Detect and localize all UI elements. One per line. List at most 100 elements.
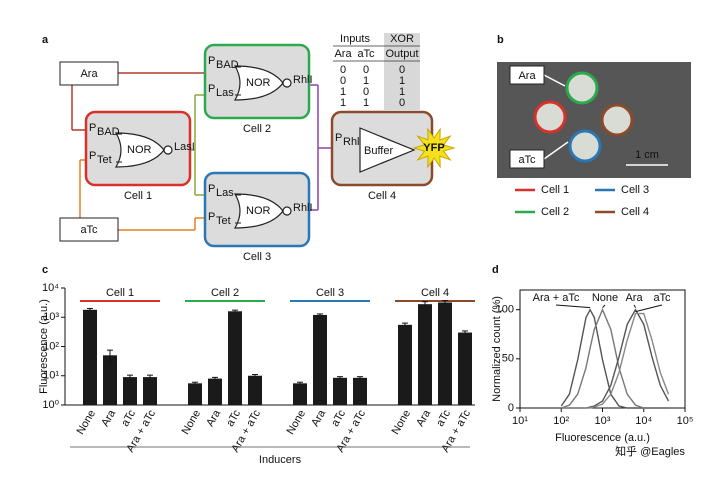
line-series — [561, 307, 669, 409]
bar — [103, 355, 117, 405]
x-tick-label: None — [390, 408, 414, 437]
y-tick-label: 10¹ — [43, 370, 59, 382]
panel-label: a — [42, 34, 49, 46]
panel-label: c — [42, 264, 48, 276]
scale-label: 1 cm — [635, 149, 659, 161]
table-column: Output — [385, 48, 418, 60]
x-tick-label: Ara — [414, 407, 433, 429]
y-tick-label: 10⁰ — [42, 399, 59, 411]
group-name: Cell 3 — [316, 287, 344, 299]
table-cell: 0 — [340, 75, 346, 87]
photo-arrow — [543, 141, 569, 160]
x-tick-label: 10³ — [595, 415, 611, 427]
cell-name: Cell 4 — [368, 190, 396, 202]
nor-bubble — [163, 145, 173, 155]
bar — [208, 378, 222, 405]
cell-name: Cell 1 — [124, 190, 152, 202]
y-tick-label: 10³ — [43, 311, 59, 323]
table-cell: 1 — [399, 86, 405, 98]
table-cell: 0 — [399, 97, 405, 109]
x-tick-label: aTc — [329, 408, 348, 429]
legend-label: Cell 3 — [621, 184, 649, 196]
line-series — [561, 312, 670, 409]
colony — [568, 129, 602, 163]
series-arrow — [602, 304, 606, 309]
table-cell: 0 — [340, 64, 346, 76]
promoter: P — [89, 150, 96, 162]
series-label: Ara — [625, 292, 643, 304]
photo-label: aTc — [518, 154, 536, 166]
panel-label: b — [497, 34, 504, 46]
table-cell: 0 — [363, 64, 369, 76]
gate-output: RhlI — [293, 202, 313, 214]
input-box — [59, 217, 119, 242]
yfp-star — [412, 127, 456, 169]
table-cell: 0 — [399, 64, 405, 76]
x-tick-label: 10² — [553, 415, 569, 427]
table-cell: 1 — [340, 97, 346, 109]
y-tick-label: 100 — [496, 304, 514, 316]
cell-name: Cell 3 — [243, 251, 271, 263]
nor-bubble — [282, 78, 292, 88]
nor-bubble — [282, 206, 292, 216]
colony — [533, 100, 567, 134]
bar — [83, 309, 97, 405]
x-tick-label: 10¹ — [512, 415, 528, 427]
bar — [188, 383, 202, 405]
bar — [123, 377, 137, 405]
input-box — [59, 61, 119, 86]
promoter-sub: Las — [216, 87, 234, 99]
series-label: aTc — [653, 292, 671, 304]
photo-label: Ara — [518, 70, 536, 82]
input-label: aTc — [80, 224, 98, 236]
gate-output: YFP — [423, 142, 444, 154]
group-name: Cell 1 — [106, 287, 134, 299]
table-header: Inputs — [340, 33, 370, 45]
panel-label: d — [492, 264, 499, 276]
x-tick-label: 10⁵ — [677, 415, 694, 427]
x-axis-title: Inducers — [259, 454, 302, 466]
nor-gate — [114, 132, 165, 168]
gate-output: LasI — [174, 141, 195, 153]
colony — [600, 103, 634, 137]
x-tick-label: aTc — [224, 408, 243, 429]
promoter: P — [335, 132, 342, 144]
photo-label-box — [509, 149, 545, 169]
x-tick-label: None — [75, 408, 99, 437]
table-cell: 1 — [363, 97, 369, 109]
promoter: P — [208, 55, 215, 67]
bar — [333, 377, 347, 405]
colony — [565, 71, 599, 105]
legend-label: Cell 4 — [621, 206, 649, 218]
y-tick-label: 10⁴ — [42, 282, 59, 294]
bar — [458, 332, 472, 405]
photo-arrow — [543, 74, 566, 87]
bar — [228, 311, 242, 405]
bar — [143, 377, 157, 405]
group-name: Cell 2 — [211, 287, 239, 299]
buffer-gate — [359, 127, 416, 173]
watermark: 知乎 @Eagles — [615, 444, 685, 458]
x-tick-label: Ara — [204, 407, 223, 429]
nor-gate — [233, 193, 284, 229]
promoter: P — [208, 183, 215, 195]
input-label: Ara — [80, 68, 98, 80]
promoter-sub: BAD — [97, 126, 120, 138]
series-label: Ara + aTc — [533, 292, 580, 304]
legend-label: Cell 2 — [541, 206, 569, 218]
series-arrow — [555, 304, 591, 309]
y-tick-label: 50 — [502, 353, 514, 365]
x-tick-label: 10⁴ — [635, 415, 652, 427]
series-arrow — [633, 304, 636, 308]
table-cell: 1 — [340, 86, 346, 98]
series-label: None — [592, 292, 618, 304]
table-header: XOR — [390, 33, 414, 45]
table-cell: 1 — [363, 75, 369, 87]
table-column: Ara — [334, 48, 352, 60]
promoter: P — [208, 211, 215, 223]
promoter-sub: Las — [216, 187, 234, 199]
gate-label: NOR — [246, 77, 271, 89]
gate-label: Buffer — [364, 145, 393, 157]
plot-frame — [519, 289, 686, 409]
promoter-sub: BAD — [216, 59, 239, 71]
